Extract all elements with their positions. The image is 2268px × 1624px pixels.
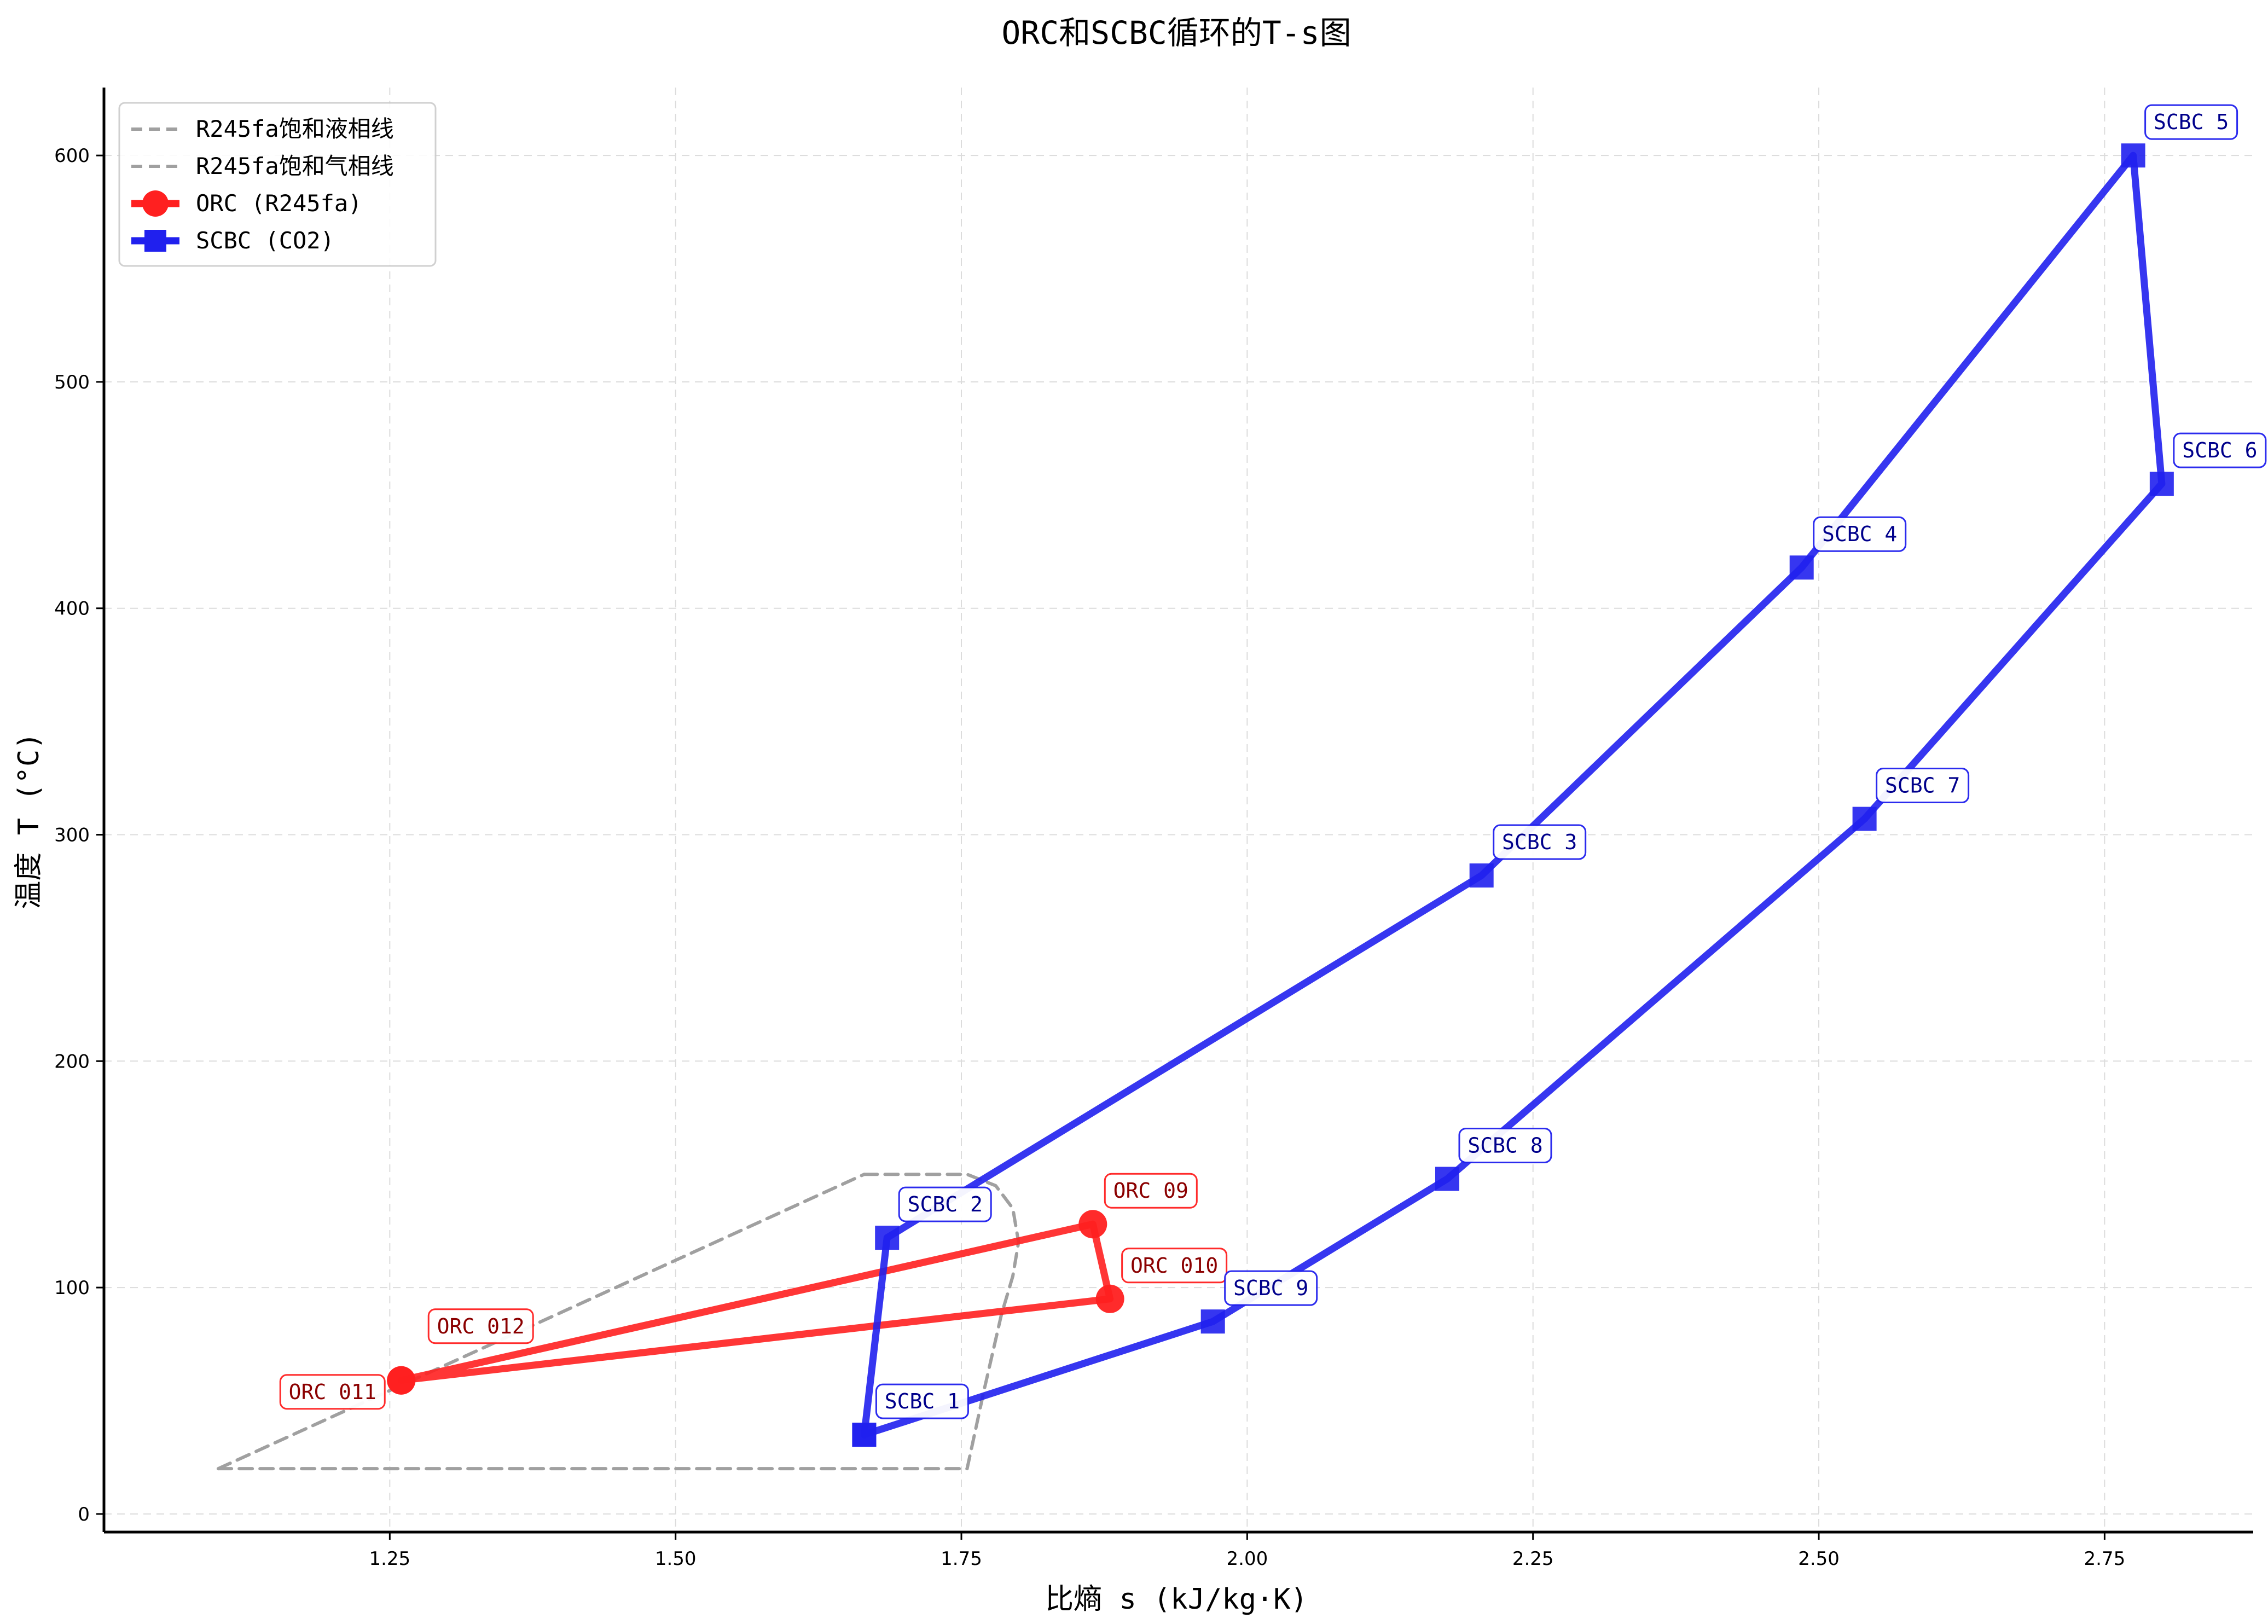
- y-tick-label: 100: [54, 1277, 90, 1299]
- label-box: [898, 1186, 992, 1222]
- x-tick-label: 2.25: [1512, 1548, 1554, 1570]
- legend-label: R245fa饱和液相线: [196, 115, 394, 142]
- point-label-scbc-1: SCBC 1: [875, 1383, 969, 1419]
- scbc-point: [875, 1226, 900, 1250]
- label-text: ORC 010: [1130, 1254, 1218, 1278]
- y-tick-label: 600: [54, 145, 90, 167]
- label-box: [875, 1383, 969, 1419]
- scbc-point: [852, 1423, 877, 1447]
- point-label-scbc-9: SCBC 9: [1224, 1270, 1318, 1306]
- saturation-line-0: [216, 1173, 866, 1471]
- label-box: [1224, 1270, 1318, 1306]
- label-box: [427, 1308, 534, 1344]
- label-box: [1458, 1127, 1552, 1163]
- x-tick-label: 2.00: [1227, 1548, 1268, 1570]
- label-text: ORC 011: [289, 1380, 376, 1404]
- x-tick-label: 1.25: [369, 1548, 410, 1570]
- label-box: [1493, 824, 1587, 860]
- y-tick-label: 400: [54, 598, 90, 620]
- scbc-point: [1435, 1167, 1459, 1191]
- label-text: SCBC 8: [1467, 1133, 1542, 1157]
- legend-frame: [118, 102, 437, 267]
- legend-label: SCBC (CO2): [196, 227, 334, 254]
- scbc-point: [1789, 555, 1814, 580]
- axes: [102, 88, 2253, 1534]
- label-box: [1104, 1173, 1198, 1209]
- point-label-scbc-2: SCBC 2: [898, 1186, 992, 1222]
- point-label-scbc-6: SCBC 6: [2173, 432, 2267, 468]
- scbc-point: [1852, 807, 1877, 831]
- y-tick-label: 200: [54, 1051, 90, 1072]
- series-layer: [216, 143, 2174, 1471]
- legend-label: R245fa饱和气相线: [196, 153, 394, 179]
- point-label-scbc-8: SCBC 8: [1458, 1127, 1552, 1163]
- x-tick-label: 1.75: [941, 1548, 982, 1570]
- chart-title: ORC和SCBC循环的T-s图: [1001, 14, 1351, 51]
- label-box: [2173, 432, 2267, 468]
- label-text: SCBC 7: [1885, 774, 1960, 798]
- point-label-scbc-7: SCBC 7: [1876, 768, 1970, 804]
- orc-line: [397, 1220, 1114, 1384]
- legend-marker-square: [144, 230, 166, 252]
- ticks: 1.25 1.50 1.75 2.00 2.25 2.50 2.75 0 100 200 300 40…: [54, 145, 2125, 1570]
- orc-point: [1078, 1210, 1107, 1239]
- orc-point: [387, 1366, 416, 1395]
- label-text: SCBC 6: [2182, 438, 2257, 462]
- legend-label: ORC (R245fa): [196, 190, 362, 217]
- point-label-scbc-3: SCBC 3: [1493, 824, 1587, 860]
- y-tick-label: 500: [54, 372, 90, 393]
- label-text: ORC 012: [437, 1314, 525, 1338]
- point-label-scbc-5: SCBC 5: [2144, 104, 2238, 140]
- label-box: [1121, 1248, 1228, 1284]
- point-labels: ORC 011 ORC 09 ORC 010 ORC 012 SCBC 1 SCBC 2 S…: [279, 104, 2267, 1419]
- scbc-point: [1469, 863, 1494, 888]
- label-text: SCBC 1: [885, 1389, 960, 1413]
- label-text: SCBC 3: [1502, 830, 1577, 854]
- label-text: SCBC 5: [2154, 110, 2229, 134]
- point-label-orc-011: ORC 011: [279, 1374, 386, 1410]
- label-text: SCBC 4: [1822, 522, 1897, 546]
- label-text: SCBC 2: [908, 1192, 983, 1216]
- scbc-point: [1200, 1309, 1225, 1334]
- y-tick-label: 300: [54, 825, 90, 846]
- point-label-orc-012: ORC 012: [427, 1308, 534, 1344]
- label-text: SCBC 9: [1233, 1276, 1308, 1300]
- x-tick-label: 1.50: [655, 1548, 697, 1570]
- label-box: [279, 1374, 386, 1410]
- orc-point: [1095, 1284, 1124, 1313]
- scbc-line: [860, 152, 2166, 1439]
- legend-marker-circle: [142, 190, 169, 217]
- label-box: [1813, 516, 1907, 552]
- scbc-point: [2121, 143, 2145, 168]
- y-tick-label: 0: [78, 1504, 90, 1526]
- x-tick-label: 2.50: [1798, 1548, 1840, 1570]
- label-box: [1876, 768, 1970, 804]
- legend: R245fa饱和液相线 R245fa饱和气相线 ORC (R245fa) SCBC (…: [118, 102, 437, 267]
- scbc-point: [2149, 472, 2174, 496]
- point-label-orc-010: ORC 010: [1121, 1248, 1228, 1284]
- y-axis-label: 温度 T (°C): [13, 732, 45, 909]
- point-label-orc-09: ORC 09: [1104, 1173, 1198, 1209]
- label-box: [2144, 104, 2238, 140]
- label-text: ORC 09: [1113, 1179, 1188, 1203]
- point-label-scbc-4: SCBC 4: [1813, 516, 1907, 552]
- grid: [104, 88, 2253, 1532]
- x-tick-label: 2.75: [2084, 1548, 2126, 1570]
- x-axis-label: 比熵 s (kJ/kg·K): [1045, 1583, 1308, 1616]
